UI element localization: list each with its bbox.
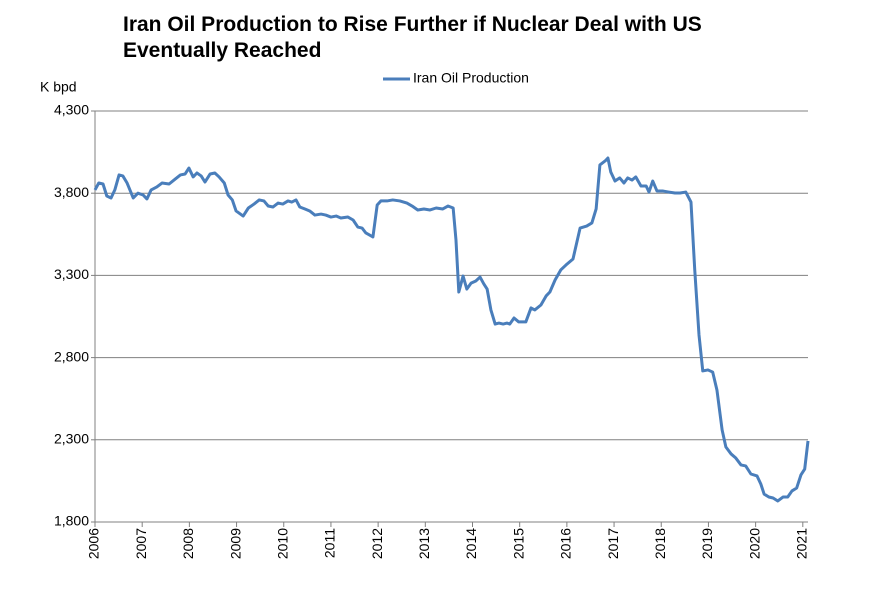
x-tick-label: 2020: [746, 528, 762, 559]
y-tick-label: 2,300: [54, 431, 89, 447]
x-tick-label: 2010: [274, 528, 290, 559]
x-tick-label: 2021: [794, 528, 810, 559]
x-tick-label: 2016: [558, 528, 574, 559]
x-tick-label: 2017: [605, 528, 621, 559]
y-tick-label: 1,800: [54, 513, 89, 529]
x-tick-label: 2014: [463, 528, 479, 559]
x-tick-label: 2011: [322, 528, 338, 558]
x-tick-label: 2019: [699, 528, 715, 559]
x-tick-label: 2015: [510, 528, 526, 559]
y-axis-label: K bpd: [40, 79, 77, 95]
x-tick-label: 2008: [180, 528, 196, 559]
chart-title: Iran Oil Production to Rise Further if N…: [123, 13, 702, 62]
x-tick-label: 2006: [86, 528, 102, 559]
legend-label: Iran Oil Production: [413, 70, 529, 86]
x-tick-label: 2013: [416, 528, 432, 559]
y-tick-label: 3,800: [54, 184, 89, 200]
y-tick-label: 2,800: [54, 348, 89, 364]
y-tick-label: 4,300: [54, 102, 89, 118]
x-tick-label: 2018: [652, 528, 668, 559]
y-tick-label: 3,300: [54, 266, 89, 282]
x-tick-label: 2007: [133, 528, 149, 559]
data-line: [93, 156, 810, 503]
x-tick-label: 2009: [227, 528, 243, 559]
x-tick-label: 2012: [369, 528, 385, 559]
